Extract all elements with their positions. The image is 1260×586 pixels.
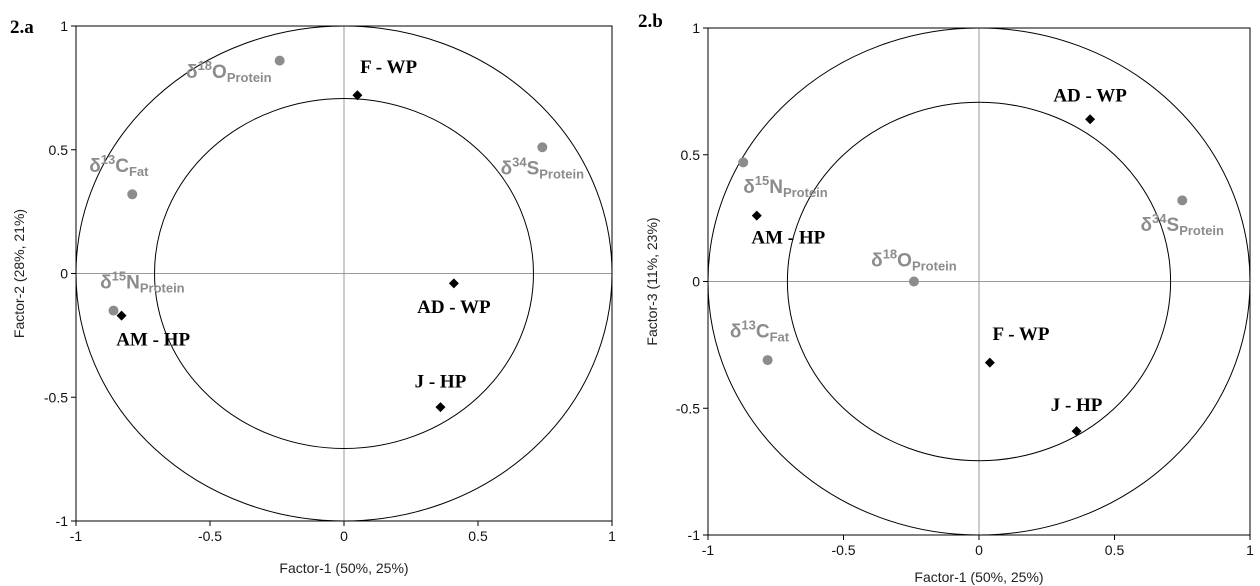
chart-panel-a: -1 -0.5 0 0.5 1 -1 -0.5 0 0.5 1 Factor-1 (50%, 25%… — [10, 17, 616, 576]
variable-label-n-protein: δ15NProtein — [743, 173, 828, 200]
variable-point-o-protein — [908, 276, 919, 287]
y-tick-label: 1 — [692, 20, 700, 36]
x-tick-label: -1 — [702, 542, 715, 558]
x-tick-label: 1 — [1246, 542, 1254, 558]
chart-panel-b: -1 -0.5 0 0.5 1 -1 -0.5 0 0.5 1 Factor-1 (50%, 25%… — [638, 11, 1254, 585]
variable-label-s-protein: δ34SProtein — [1141, 211, 1225, 238]
y-tick-label: -0.5 — [44, 389, 68, 405]
x-tick-label: 0.5 — [1105, 542, 1125, 558]
variable-point-n-protein — [108, 305, 119, 316]
variable-label-c-fat: δ13CFat — [89, 152, 149, 179]
observation-label-j-hp: J - HP — [1051, 395, 1103, 416]
y-axis-label: Factor-3 (11%, 23%) — [644, 217, 660, 345]
observation-label-f-wp: F - WP — [360, 57, 417, 78]
variable-point-c-fat — [127, 189, 138, 200]
variable-label-o-protein: δ18OProtein — [871, 246, 957, 273]
variable-label-o-protein: δ18OProtein — [186, 58, 272, 85]
observation-label-j-hp: J - HP — [415, 371, 467, 392]
observation-point-ad-wp — [448, 278, 459, 289]
observation-point-am-hp — [116, 310, 127, 321]
observation-label-am-hp: AM - HP — [116, 329, 190, 350]
correlation-circle — [786, 101, 1172, 462]
x-tick-label: 0 — [340, 528, 348, 544]
variable-point-o-protein — [274, 55, 285, 66]
y-tick-label: 0.5 — [49, 142, 69, 158]
y-tick-label: 0 — [692, 274, 700, 290]
observation-label-f-wp: F - WP — [993, 324, 1050, 345]
variable-label-s-protein: δ34SProtein — [501, 155, 585, 182]
x-tick-label: 0 — [975, 542, 983, 558]
x-tick-label: -0.5 — [831, 542, 855, 558]
y-axis-label: Factor-2 (28%, 21%) — [11, 209, 27, 338]
panel-label: 2.b — [638, 11, 663, 32]
observation-point-f-wp — [352, 90, 363, 101]
panel-label: 2.a — [10, 17, 34, 38]
y-tick-label: -1 — [56, 513, 69, 529]
y-tick-label: 0.5 — [681, 147, 701, 163]
y-tick-label: -1 — [688, 527, 701, 543]
correlation-circle — [154, 98, 534, 449]
observation-label-am-hp: AM - HP — [751, 227, 825, 248]
observation-label-ad-wp: AD - WP — [1053, 86, 1127, 107]
variable-point-s-protein — [1177, 195, 1188, 206]
observation-point-f-wp — [984, 357, 995, 368]
variable-label-n-protein: δ15NProtein — [100, 268, 185, 295]
y-tick-label: -0.5 — [676, 400, 700, 416]
x-tick-label: 0.5 — [468, 528, 488, 544]
x-tick-label: -1 — [70, 528, 83, 544]
variable-label-c-fat: δ13CFat — [730, 317, 790, 344]
variable-point-c-fat — [762, 355, 773, 366]
variable-point-n-protein — [738, 157, 749, 168]
x-tick-label: 1 — [608, 528, 616, 544]
observation-point-am-hp — [751, 210, 762, 221]
y-tick-label: 1 — [60, 18, 68, 34]
observation-label-ad-wp: AD - WP — [417, 297, 491, 318]
y-tick-label: 0 — [60, 266, 68, 282]
variable-point-s-protein — [537, 142, 548, 153]
observation-point-j-hp — [435, 402, 446, 413]
x-axis-label: Factor-1 (50%, 25%) — [914, 569, 1043, 585]
x-axis-label: Factor-1 (50%, 25%) — [279, 560, 408, 576]
observation-point-ad-wp — [1085, 114, 1096, 125]
x-tick-label: -0.5 — [198, 528, 222, 544]
observation-point-j-hp — [1071, 426, 1082, 437]
